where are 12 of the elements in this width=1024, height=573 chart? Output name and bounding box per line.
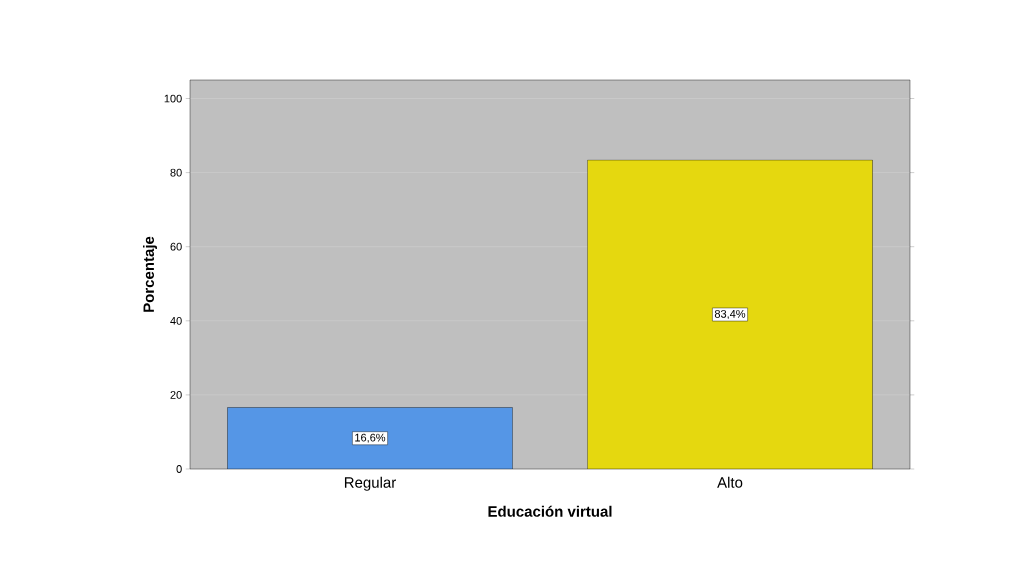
y-axis-title: Porcentaje bbox=[143, 236, 157, 312]
x-tick-label: Regular bbox=[344, 476, 396, 491]
data-label: 16,6% bbox=[355, 433, 386, 443]
y-tick-label: 80 bbox=[170, 168, 182, 177]
y-tick-label: 100 bbox=[164, 94, 182, 103]
y-tick-label: 60 bbox=[170, 242, 182, 251]
x-tick-label: Alto bbox=[717, 476, 743, 488]
y-tick-label: 40 bbox=[170, 316, 182, 325]
y-tick-label: 0 bbox=[176, 465, 182, 473]
data-label: 83,4% bbox=[714, 309, 746, 320]
y-tick-label: 20 bbox=[170, 391, 182, 399]
x-axis-title: Educación virtual bbox=[488, 505, 612, 517]
